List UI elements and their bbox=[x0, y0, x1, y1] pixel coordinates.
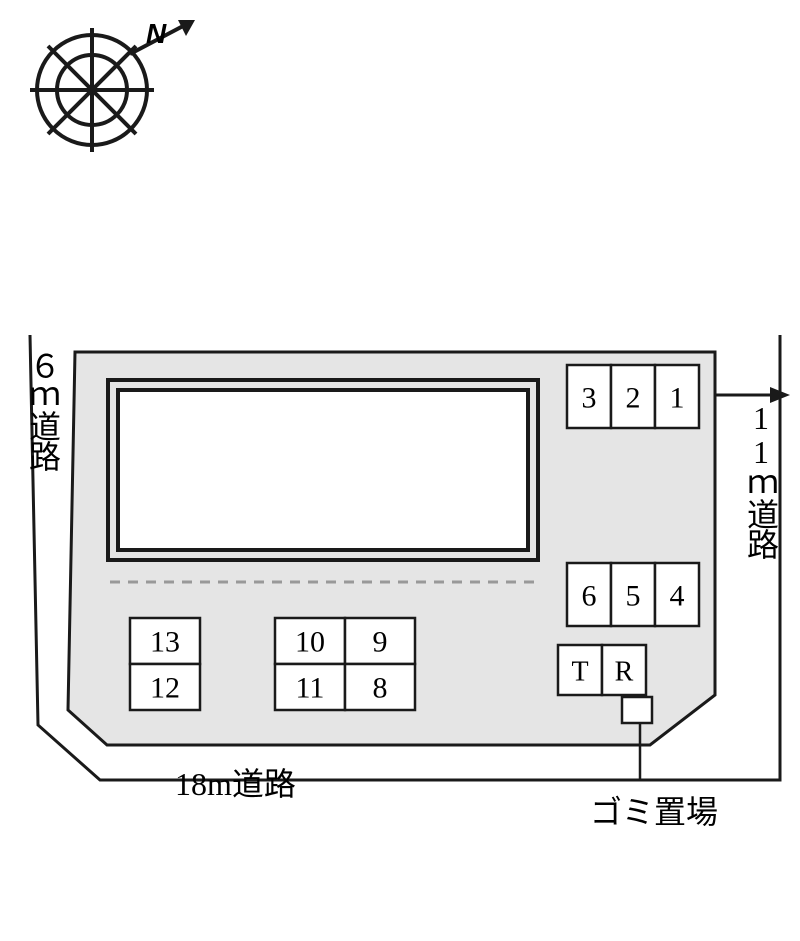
parking-cell-10: 10 bbox=[295, 626, 325, 659]
site-plan-diagram: ６ｍ道路 11ｍ道路 18m道路 3 2 1 6 5 4 T R ゴミ置 bbox=[0, 0, 800, 941]
parking-cell-13: 13 bbox=[150, 626, 180, 659]
parking-cell-3: 3 bbox=[582, 382, 597, 415]
parking-cell-t: T bbox=[571, 657, 588, 688]
parking-cell-4: 4 bbox=[670, 580, 685, 613]
road-bottom-label: 18m道路 bbox=[175, 766, 296, 802]
parking-cell-2: 2 bbox=[626, 382, 641, 415]
parking-cell-11: 11 bbox=[296, 672, 325, 705]
garbage-label: ゴミ置場 bbox=[590, 794, 718, 830]
parking-block-top: 3 2 1 bbox=[567, 365, 699, 428]
parking-cell-9: 9 bbox=[373, 626, 388, 659]
parking-cell-6: 6 bbox=[582, 580, 597, 613]
parking-block-left: 13 12 bbox=[130, 618, 200, 710]
road-left-label: ６ｍ道路 bbox=[20, 350, 66, 470]
parking-cell-r: R bbox=[615, 657, 634, 688]
building-inner bbox=[118, 390, 528, 550]
road-right-label: 11ｍ道路 bbox=[738, 400, 784, 558]
parking-cell-8: 8 bbox=[373, 672, 388, 705]
garbage-box bbox=[622, 697, 652, 723]
parking-block-tr: T R bbox=[558, 645, 646, 695]
parking-cell-1: 1 bbox=[670, 382, 685, 415]
parking-block-mid: 6 5 4 bbox=[567, 563, 699, 626]
parking-cell-5: 5 bbox=[626, 580, 641, 613]
parking-cell-12: 12 bbox=[150, 672, 180, 705]
parking-block-center: 10 9 11 8 bbox=[275, 618, 415, 710]
